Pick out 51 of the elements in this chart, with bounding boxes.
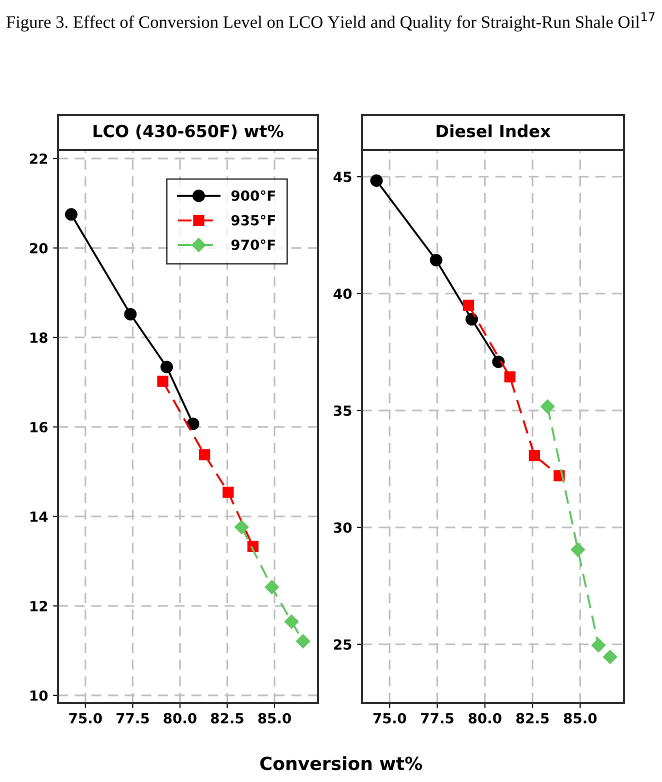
point: [296, 634, 310, 648]
point: [570, 542, 585, 557]
point: [370, 174, 383, 187]
y-tick-label: 18: [30, 332, 48, 343]
x-axis-title: Conversion wt%: [260, 756, 422, 770]
point: [504, 371, 516, 382]
x-tick-label: 75.0: [373, 712, 406, 724]
point: [64, 208, 78, 221]
legend-label: 970°F: [231, 239, 275, 250]
y-tick-label: 30: [334, 522, 352, 533]
point: [124, 308, 137, 320]
point: [591, 638, 606, 652]
y-tick-label: 35: [334, 405, 352, 416]
point: [234, 520, 249, 534]
y-tick-label: 16: [30, 422, 48, 432]
x-tick-label: 77.5: [116, 713, 149, 724]
point: [284, 614, 299, 629]
point: [462, 300, 474, 311]
x-tick-label: 82.5: [210, 712, 244, 724]
point: [157, 376, 168, 387]
y-tick-label: 40: [334, 288, 352, 300]
x-tick-label: 80.0: [164, 712, 196, 724]
point: [198, 449, 210, 460]
y-tick-label: 12: [30, 600, 48, 612]
x-tick-label: 85.0: [564, 712, 597, 724]
x-tick-label: 85.0: [258, 712, 291, 724]
caption: Figure 3. Effect of Conversion Level on LCO Yield and Quality for Straight-Run Shale Oil$^{17}$: [6, 12, 655, 32]
point: [466, 313, 478, 326]
point: [264, 580, 279, 594]
y-tick-label: 22: [30, 153, 48, 164]
x-tick-label: 82.5: [516, 712, 549, 724]
y-tick-label: 25: [334, 639, 352, 650]
point: [160, 360, 173, 374]
chart-title: Diesel Index: [436, 124, 551, 138]
point: [603, 650, 618, 664]
y-tick-label: 10: [30, 690, 48, 701]
x-tick-label: 75.0: [69, 712, 102, 724]
y-tick-label: 14: [30, 512, 48, 522]
point: [492, 356, 505, 368]
point: [528, 450, 540, 462]
legend-label: 900°F: [231, 190, 275, 201]
y-tick-label: 20: [30, 242, 48, 254]
legend-label: 935°F: [231, 214, 275, 226]
y-tick-label: 45: [334, 172, 352, 182]
point: [186, 418, 200, 430]
x-tick-label: 80.0: [468, 712, 502, 724]
chart-title: LCO (430-650F) wt%: [94, 124, 284, 140]
point: [430, 254, 442, 266]
point: [540, 399, 555, 414]
x-tick-label: 77.5: [421, 713, 454, 724]
point: [222, 486, 234, 498]
